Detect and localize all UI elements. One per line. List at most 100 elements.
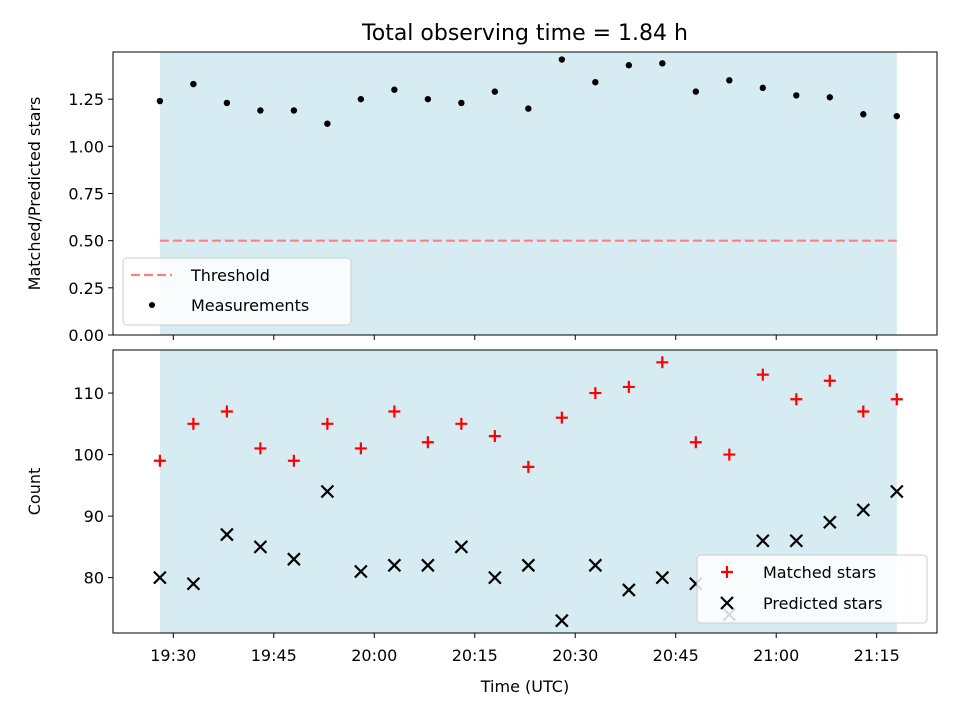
measurement-point [826,94,834,101]
measurement-point [592,78,599,86]
matched-star-point [488,430,501,443]
predicted-star-point [823,515,837,530]
matched-star-point [890,393,903,406]
predicted-star-point [622,583,636,597]
predicted-star-point [521,558,536,573]
matched-star-point [522,460,535,473]
legend-bottom: Matched stars Predicted stars [696,554,928,624]
x-tick-label: 20:30 [552,646,598,665]
y-tick-label: 0.75 [68,185,104,204]
matched-star-point [187,417,200,430]
predicted-star-point [454,540,469,554]
matched-star-point [455,417,468,430]
measurement-point [290,107,298,114]
legend-frame [122,257,352,326]
measurement-point [223,99,231,107]
matched-star-point [354,442,367,455]
legend-matched-swatch [721,566,733,578]
x-tick-label: 20:15 [452,646,498,665]
y-tick-label: 0.25 [68,279,104,298]
legend-predicted-label: Predicted stars [763,594,883,613]
predicted-star-point [789,533,804,548]
x-axis-label: Time (UTC) [480,677,569,696]
measurement-point [793,92,800,99]
matched-star-point [220,405,233,418]
x-tick-label: 21:15 [854,646,900,665]
matched-star-point [555,411,568,424]
matched-star-point [756,368,769,381]
measurement-point [625,62,633,69]
measurement-point [324,120,331,127]
legend-threshold-label: Threshold [190,266,270,285]
measurement-point [726,77,733,84]
legend-top: Threshold Measurements [122,257,352,326]
x-tick-label: 20:45 [653,646,699,665]
matched-star-point [254,442,267,455]
measurement-point [491,88,499,95]
measurement-point [860,111,867,118]
predicted-star-point [186,577,201,591]
axes-frame [112,349,938,634]
x-tick-label: 21:00 [753,646,799,665]
predicted-star-point [655,570,670,585]
matched-star-point [421,436,434,449]
legend-matched-label: Matched stars [763,563,876,582]
matched-star-point [656,356,669,369]
axes-frame [112,51,938,336]
legend-predicted-swatch [720,596,734,610]
matched-star-point [287,454,300,467]
matched-star-point [823,374,836,387]
predicted-star-point [153,570,167,585]
y-tick-label: 80 [84,569,104,588]
measurement-point [692,88,700,95]
y-tick-label: 0.00 [68,326,104,345]
predicted-star-point [220,527,234,542]
y-tick-label: 90 [84,507,104,526]
predicted-star-point [488,570,502,585]
legend-measurements-label: Measurements [191,296,309,315]
bottom-panel: 80 90 100 110 19:30 19:45 20:00 20:15 20:30 20:45… [25,349,938,665]
x-tick-label: 19:30 [150,646,196,665]
predicted-star-point [354,564,368,579]
measurement-point [357,95,365,103]
measurement-point [458,99,465,107]
predicted-star-point [756,533,770,548]
matched-star-point [723,448,736,461]
matched-star-point [622,380,635,393]
legend-frame [696,554,928,624]
legend-measurements-swatch [149,302,155,308]
measurement-point [424,95,432,103]
predicted-star-point [287,552,301,566]
predicted-star-point [856,503,871,517]
matched-star-point [857,405,870,418]
measurement-point [558,56,566,63]
predicted-star-point [421,558,435,573]
y-axis-label: Count [25,468,44,516]
y-tick-label: 1.25 [68,90,104,109]
matched-star-point [589,387,602,400]
predicted-star-point [588,558,603,573]
predicted-star-point [253,540,268,554]
measurement-point [257,107,264,114]
measurement-point [659,60,666,67]
matched-star-point [321,417,334,430]
y-tick-label: 1.00 [68,137,104,156]
predicted-star-point [320,484,335,499]
matched-star-point [388,405,401,418]
measurement-point [391,86,398,93]
predicted-star-point [555,613,569,628]
matched-star-point [153,454,166,467]
measurement-point [190,80,197,88]
measurement-point [156,97,164,105]
y-tick-label: 0.50 [68,232,104,251]
x-tick-label: 20:00 [351,646,397,665]
matched-star-point [790,393,803,406]
measurement-point [893,112,901,120]
matched-star-point [689,436,702,449]
x-tick-label: 19:45 [251,646,297,665]
top-panel: 0.00 0.25 0.50 0.75 1.00 1.25 Matched/Predicte… [25,51,938,345]
chart-title: Total observing time = 1.84 h [361,21,688,46]
y-axis-label: Matched/Predicted stars [25,97,44,291]
y-tick-label: 110 [73,384,104,403]
